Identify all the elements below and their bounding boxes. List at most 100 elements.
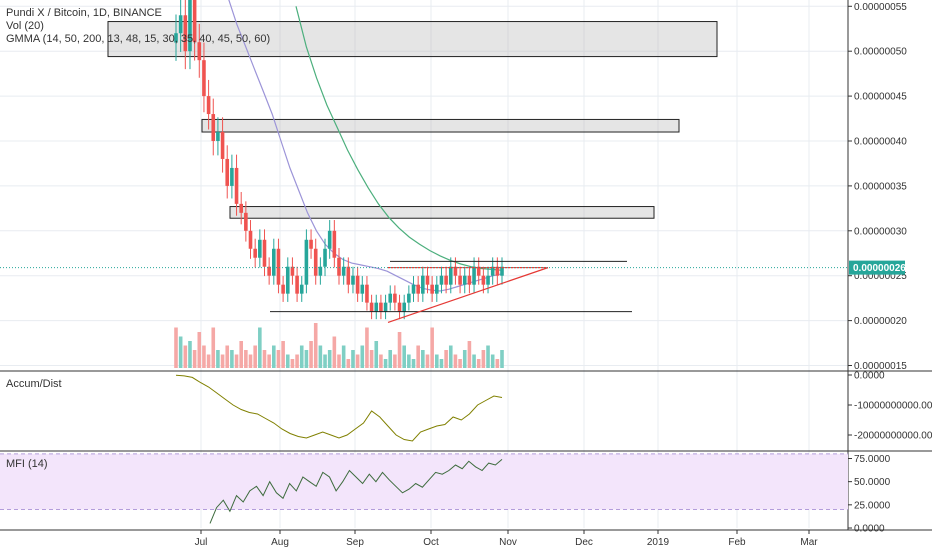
volume-bar-45: [383, 359, 388, 368]
volume-bar-6: [202, 345, 206, 368]
volume-bar-32: [323, 354, 327, 368]
volume-bar-20: [267, 354, 271, 368]
gmma-slow-line: [295, 6, 503, 271]
candle-body-43: [374, 302, 379, 312]
candle-body-58: [444, 275, 448, 285]
volume-bar-62: [462, 350, 467, 368]
candle-body-38: [351, 275, 355, 285]
volume-bar-57: [439, 359, 444, 368]
volume-bar-52: [416, 345, 420, 368]
candle-body-64: [472, 266, 476, 285]
candle-body-13: [234, 167, 239, 204]
candle-body-54: [425, 275, 430, 285]
volume-bar-56: [435, 354, 439, 368]
candle-body-0: [174, 33, 178, 43]
time-tick-label-7: Feb: [728, 537, 746, 548]
candle-body-36: [341, 266, 346, 276]
price-tick-label-4: 0.00000035: [854, 181, 907, 192]
drawings: [0, 260, 848, 323]
volume-legend: Vol (20): [6, 20, 44, 32]
volume-bar-44: [379, 354, 383, 368]
volume-bar-67: [486, 345, 490, 368]
candle-body-50: [407, 293, 411, 303]
volume-bar-24: [285, 354, 290, 368]
mfi-tick-label-0: 75.0000: [854, 454, 891, 465]
time-tick-label-3: Oct: [423, 537, 439, 548]
candle-body-70: [500, 266, 504, 276]
resistance-zone-0: [107, 21, 718, 58]
volume-bar-11: [225, 345, 230, 368]
time-tick-label-2: Sep: [346, 537, 364, 548]
candle-body-53: [421, 275, 425, 294]
candle-body-66: [481, 275, 486, 285]
candle-body-27: [299, 284, 304, 294]
candle-body-49: [402, 302, 406, 312]
volume-bar-36: [341, 345, 346, 368]
candle-body-68: [490, 266, 495, 276]
volume-bar-61: [458, 359, 462, 368]
candle-body-33: [327, 230, 332, 249]
candle-body-22: [276, 248, 281, 285]
time-tick-label-8: Mar: [800, 537, 818, 548]
mfi-pane: [0, 453, 848, 524]
volume-bar-39: [355, 354, 360, 368]
volume-bar-5: [197, 332, 202, 368]
price-tick-label-2: 0.00000045: [854, 92, 907, 103]
candle-body-18: [258, 239, 262, 258]
volume-bar-31: [318, 345, 323, 368]
volume-bar-18: [258, 327, 262, 368]
last-price-badge: [849, 260, 905, 275]
candle-body-31: [318, 266, 323, 276]
volume-bar-35: [337, 354, 341, 368]
candle-body-25: [290, 266, 295, 276]
volume-bar-7: [206, 354, 211, 368]
candle-body-63: [467, 275, 472, 285]
volume-bar-50: [407, 354, 411, 368]
volume-bar-14: [239, 341, 243, 368]
accum-dist-pane: [175, 374, 503, 442]
candle-body-44: [379, 302, 383, 312]
candle-body-48: [397, 302, 402, 312]
volume-bar-49: [402, 345, 406, 368]
candle-body-42: [369, 302, 374, 312]
candle-body-40: [360, 284, 365, 294]
accum-dist-line: [175, 374, 503, 442]
last-price-label: 0.00000026: [853, 263, 906, 274]
volume-bar-53: [421, 350, 425, 368]
volume-bar-40: [360, 345, 365, 368]
candle-body-35: [337, 257, 341, 276]
accum-dist-label: Accum/Dist: [6, 378, 62, 390]
candle-body-39: [355, 275, 360, 294]
resistance-zones: [107, 21, 718, 219]
candle-body-26: [295, 275, 299, 294]
triangle-bottom-line: [387, 267, 549, 323]
candle-body-15: [244, 212, 248, 231]
volume-bar-68: [490, 354, 495, 368]
price-tick-label-3: 0.00000040: [854, 136, 907, 147]
candle-body-51: [411, 284, 416, 294]
volume-bar-0: [174, 327, 178, 368]
candle-body-6: [202, 60, 206, 97]
mfi-tick-label-3: 0.0000: [854, 524, 885, 535]
candle-body-8: [211, 114, 216, 141]
time-tick-label-5: Dec: [575, 537, 593, 548]
candle-body-11: [225, 158, 230, 186]
volume-bar-54: [425, 354, 430, 368]
candle-body-5: [197, 42, 202, 61]
candle-body-46: [388, 293, 393, 303]
mfi-line: [209, 459, 503, 524]
candle-body-56: [435, 284, 439, 294]
candle-body-24: [285, 266, 290, 294]
gmma-fast-line: [228, 0, 503, 292]
volume-bar-22: [276, 350, 281, 368]
candle-body-9: [216, 132, 220, 141]
candle-body-2: [183, 15, 188, 52]
candle-body-57: [439, 275, 444, 285]
symbol-title: Pundi X / Bitcoin, 1D, BINANCE: [6, 7, 162, 19]
candle-body-16: [248, 230, 253, 249]
candle-body-30: [313, 248, 318, 276]
price-tick-label-0: 0.00000055: [854, 2, 907, 13]
volume-bar-16: [248, 354, 253, 368]
